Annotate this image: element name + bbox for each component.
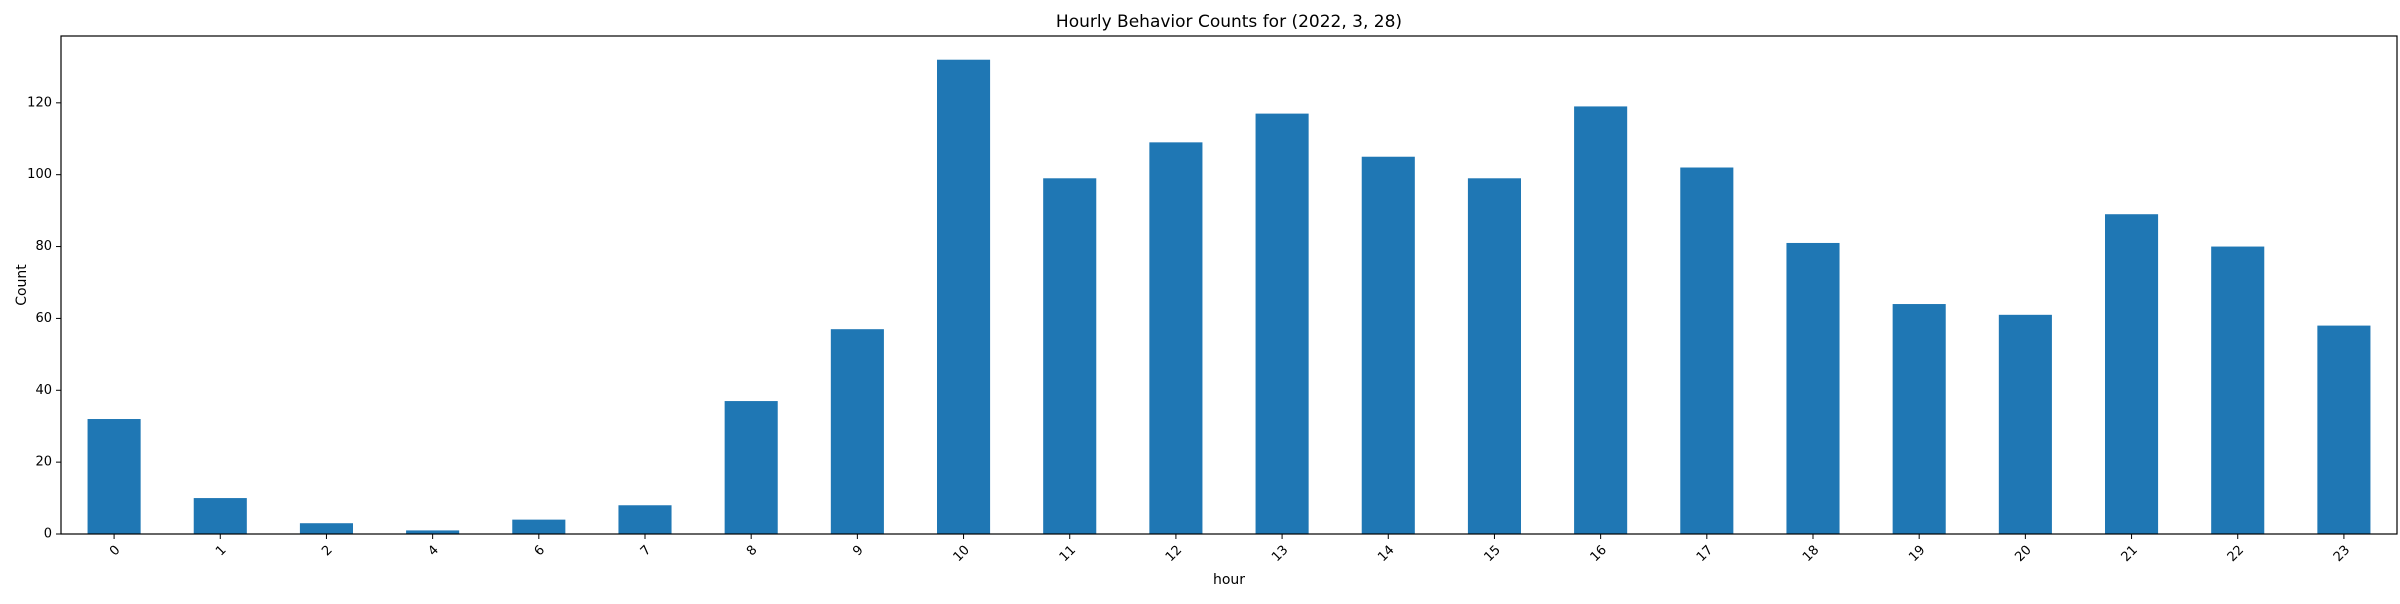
x-tick-label: 21 [2119,543,2141,565]
x-tick-label: 10 [951,543,973,565]
y-tick-label: 60 [35,311,52,326]
x-tick-label: 20 [2012,543,2034,565]
y-tick-label: 0 [44,527,52,542]
y-tick-label: 40 [35,383,52,398]
bar-hour-15 [1467,178,1521,535]
y-tick-label: 80 [35,239,52,254]
bar-hour-16 [1574,106,1628,535]
x-tick-label: 12 [1163,543,1185,565]
x-tick-label: 6 [532,543,548,559]
x-axis-label: hour [1213,572,1245,588]
x-tick-label: 4 [425,543,441,559]
x-tick-label: 15 [1481,543,1503,565]
bar-hour-11 [1043,178,1097,535]
x-tick-label: 23 [2331,543,2353,565]
x-tick-label: 2 [319,543,335,559]
y-axis: 0 20 40 60 80 100 120 [27,95,61,542]
bar-hour-20 [1998,314,2052,534]
x-tick-label: 22 [2225,543,2247,565]
x-tick-label: 17 [1694,543,1716,565]
x-tick-label: 19 [1906,543,1928,565]
y-tick-label: 120 [27,95,52,110]
bar-hour-14 [1361,156,1415,535]
bar-hour-23 [2317,325,2371,534]
y-axis-label: Count [14,264,30,306]
bar-hour-18 [1786,242,1840,534]
bars-layer [87,59,2371,535]
y-tick-label: 100 [27,167,52,182]
bar-hour-9 [830,329,884,534]
x-tick-label: 13 [1269,543,1291,565]
bar-hour-7 [618,505,672,534]
plot-frame [60,35,2398,535]
x-tick-label: 9 [850,543,866,559]
bar-hour-8 [724,401,778,534]
bar-hour-21 [2105,214,2159,534]
x-tick-label: 18 [1800,543,1822,565]
bar-hour-2 [299,523,353,534]
x-axis: 0 1 2 4 6 7 8 9 10 11 12 13 14 15 16 17 18 19 20 21 22 23 [107,534,2353,565]
bar-hour-4 [406,530,460,534]
bar-hour-12 [1149,142,1203,534]
bar-hour-1 [193,498,247,534]
y-tick-label: 20 [35,455,52,470]
x-tick-label: 1 [213,543,229,559]
bar-hour-0 [87,419,141,534]
x-tick-label: 0 [107,543,123,559]
x-tick-label: 14 [1375,543,1397,565]
x-tick-label: 8 [744,543,760,559]
x-tick-label: 11 [1057,543,1079,565]
bar-hour-10 [937,59,991,535]
bar-hour-6 [512,519,566,534]
bar-hour-17 [1680,167,1734,534]
x-tick-label: 16 [1588,543,1610,565]
bar-hour-13 [1255,113,1309,535]
chart-title: Hourly Behavior Counts for (2022, 3, 28) [1056,12,1402,32]
bar-hour-19 [1892,304,1946,534]
bar-hour-22 [2211,246,2265,535]
x-tick-label: 7 [638,543,654,559]
